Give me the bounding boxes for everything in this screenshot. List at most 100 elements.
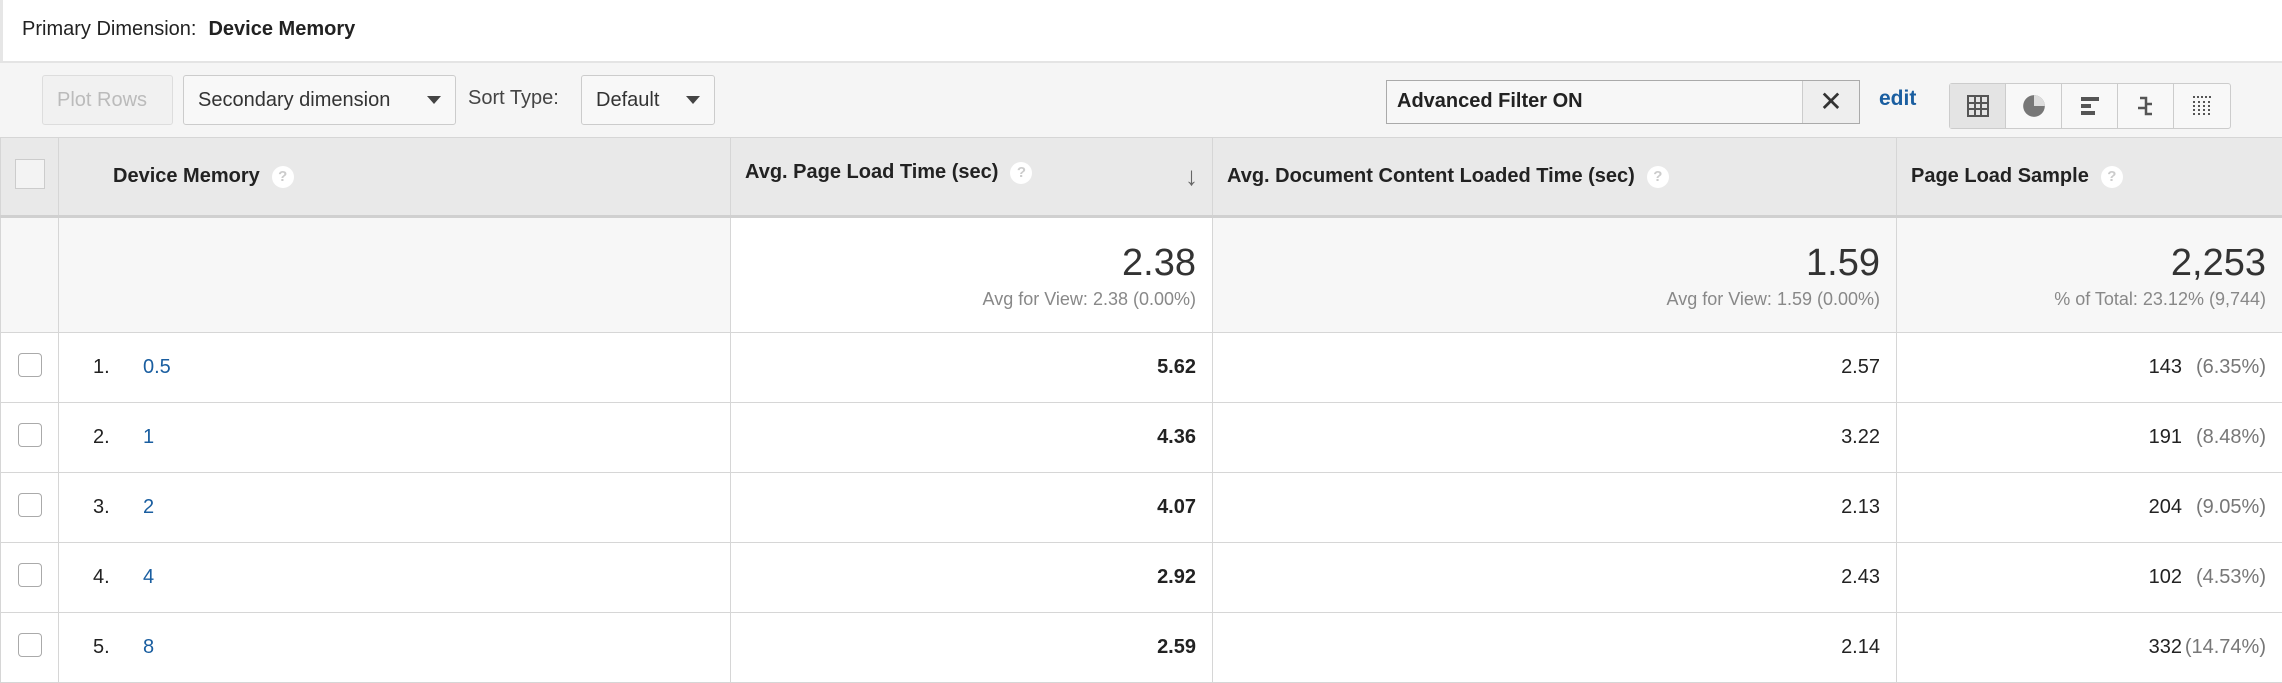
primary-dimension-value[interactable]: Device Memory — [208, 18, 356, 40]
table-row: 4. 4 2.92 2.43 102 (4.53%) — [0, 542, 2282, 613]
table-toolbar: Plot Rows Secondary dimension Sort Type:… — [0, 61, 2282, 137]
row-checkbox-cell — [0, 402, 59, 473]
bar-view-button[interactable] — [2062, 84, 2118, 128]
avg-page-load-time-cell: 2.92 — [730, 542, 1213, 613]
table-icon — [1966, 95, 1989, 117]
totals-empty-cell — [58, 216, 731, 333]
table-row: 5. 8 2.59 2.14 332 (14.74%) — [0, 612, 2282, 683]
dimension-link[interactable]: 8 — [143, 636, 155, 658]
clear-filter-button[interactable]: ✕ — [1802, 81, 1859, 123]
table-view-button[interactable] — [1950, 84, 2006, 128]
totals-avg-page-load-time: 2.38 Avg for View: 2.38 (0.00%) — [730, 216, 1213, 333]
pie-view-button[interactable] — [2006, 84, 2062, 128]
avg-dom-content-loaded-cell: 2.43 — [1212, 542, 1897, 613]
dimension-link[interactable]: 4 — [143, 566, 155, 588]
plot-rows-button[interactable]: Plot Rows — [42, 75, 173, 125]
comparison-view-button[interactable] — [2118, 84, 2174, 128]
left-border — [0, 0, 3, 62]
comparison-icon — [2137, 96, 2152, 116]
sample-percent: (14.74%) — [2184, 636, 2266, 658]
dimension-link[interactable]: 2 — [143, 496, 155, 518]
caret-down-icon — [686, 96, 700, 104]
row-checkbox-cell — [0, 472, 59, 543]
row-index: 5. — [93, 636, 110, 658]
dimension-cell: 3. 2 — [58, 472, 731, 543]
avg-dom-content-loaded-cell: 2.13 — [1212, 472, 1897, 543]
avg-dom-content-loaded-cell: 2.14 — [1212, 612, 1897, 683]
avg-page-load-time-cell: 2.59 — [730, 612, 1213, 683]
caret-down-icon — [427, 96, 441, 104]
sample-value: 204 — [2148, 496, 2182, 518]
secondary-dimension-dropdown[interactable]: Secondary dimension — [183, 75, 456, 125]
table-row: 3. 2 4.07 2.13 204 (9.05%) — [0, 472, 2282, 543]
report-table: Device Memory? Avg. Page Load Time (sec)… — [0, 137, 2282, 683]
header-row: Device Memory? Avg. Page Load Time (sec)… — [0, 137, 2282, 218]
primary-dimension: Primary Dimension: Device Memory — [22, 18, 355, 41]
totals-row: 2.38 Avg for View: 2.38 (0.00%) 1.59 Avg f… — [0, 216, 2282, 333]
total-value: 1.59 — [1806, 242, 1880, 284]
column-header-page-load-sample[interactable]: Page Load Sample? — [1896, 137, 2282, 218]
pie-icon — [2022, 95, 2045, 117]
totals-page-load-sample: 2,253 % of Total: 23.12% (9,744) — [1896, 216, 2282, 333]
page-load-sample-cell: 143 (6.35%) — [1896, 332, 2282, 403]
row-index: 2. — [93, 426, 110, 448]
filter-value: Advanced Filter ON — [1397, 90, 1583, 112]
sort-descending-icon: ↓ — [1185, 161, 1198, 191]
sample-percent: (4.53%) — [2195, 566, 2266, 588]
table-row: 1. 0.5 5.62 2.57 143 (6.35%) — [0, 332, 2282, 403]
page-load-sample-cell: 102 (4.53%) — [1896, 542, 2282, 613]
page-load-sample-cell: 191 (8.48%) — [1896, 402, 2282, 473]
pivot-icon — [2193, 96, 2211, 115]
column-header-label: Avg. Document Content Loaded Time (sec) — [1227, 165, 1635, 187]
help-icon[interactable]: ? — [271, 165, 294, 188]
select-all-checkbox[interactable] — [14, 158, 45, 189]
avg-page-load-time-cell: 5.62 — [730, 332, 1213, 403]
total-value: 2.38 — [1122, 242, 1196, 284]
row-checkbox-cell — [0, 332, 59, 403]
sample-value: 191 — [2148, 426, 2182, 448]
bar-icon — [2080, 97, 2099, 115]
dimension-cell: 1. 0.5 — [58, 332, 731, 403]
secondary-dimension-label: Secondary dimension — [198, 89, 391, 111]
table-row: 2. 1 4.36 3.22 191 (8.48%) — [0, 402, 2282, 473]
select-all-cell — [0, 137, 59, 218]
total-subtext: % of Total: 23.12% (9,744) — [2054, 289, 2266, 309]
column-header-avg-page-load-time[interactable]: Avg. Page Load Time (sec)? ↓ — [730, 137, 1213, 218]
row-index: 1. — [93, 356, 110, 378]
dimension-link[interactable]: 1 — [143, 426, 155, 448]
total-subtext: Avg for View: 2.38 (0.00%) — [982, 289, 1196, 309]
dimension-cell: 2. 1 — [58, 402, 731, 473]
sample-percent: (9.05%) — [2195, 496, 2266, 518]
avg-dom-content-loaded-cell: 2.57 — [1212, 332, 1897, 403]
help-icon[interactable]: ? — [1010, 161, 1033, 184]
pivot-view-button[interactable] — [2174, 84, 2230, 128]
row-checkbox[interactable] — [17, 632, 42, 657]
row-index: 4. — [93, 566, 110, 588]
sample-percent: (8.48%) — [2195, 426, 2266, 448]
dimension-link[interactable]: 0.5 — [143, 356, 171, 378]
row-checkbox[interactable] — [17, 352, 42, 377]
primary-dimension-label: Primary Dimension: — [22, 18, 197, 40]
row-index: 3. — [93, 496, 110, 518]
row-checkbox-cell — [0, 542, 59, 613]
avg-page-load-time-cell: 4.07 — [730, 472, 1213, 543]
column-header-device-memory[interactable]: Device Memory? — [58, 137, 731, 218]
totals-empty-cell — [0, 216, 59, 333]
total-subtext: Avg for View: 1.59 (0.00%) — [1666, 289, 1880, 309]
row-checkbox-cell — [0, 612, 59, 683]
help-icon[interactable]: ? — [2100, 165, 2123, 188]
sample-percent: (6.35%) — [2195, 356, 2266, 378]
page-load-sample-cell: 332 (14.74%) — [1896, 612, 2282, 683]
total-value: 2,253 — [2170, 242, 2266, 284]
sort-type-value: Default — [596, 89, 660, 111]
dimension-cell: 4. 4 — [58, 542, 731, 613]
row-checkbox[interactable] — [17, 492, 42, 517]
row-checkbox[interactable] — [17, 562, 42, 587]
edit-filter-link[interactable]: edit — [1879, 87, 1917, 110]
help-icon[interactable]: ? — [1646, 165, 1669, 188]
sort-type-dropdown[interactable]: Default — [581, 75, 715, 125]
advanced-filter-field[interactable]: Advanced Filter ON ✕ — [1386, 80, 1860, 124]
column-header-label: Page Load Sample — [1911, 165, 2089, 187]
row-checkbox[interactable] — [17, 422, 42, 447]
column-header-avg-dom-content-loaded[interactable]: Avg. Document Content Loaded Time (sec)? — [1212, 137, 1897, 218]
